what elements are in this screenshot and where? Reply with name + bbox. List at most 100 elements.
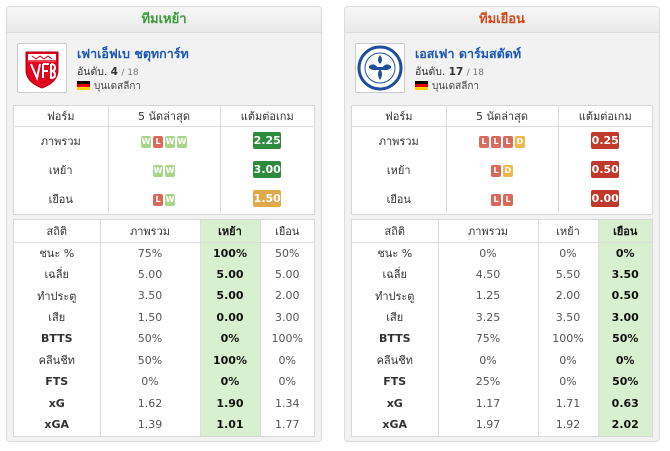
- stats-header: สถิติ: [352, 220, 439, 243]
- stats-row: ทำประตู 1.25 2.00 0.50: [352, 285, 652, 307]
- result-badge[interactable]: L: [503, 135, 513, 148]
- result-badge[interactable]: L: [479, 135, 489, 148]
- rank-total: / 18: [466, 68, 484, 78]
- league-name: บุนเดสลีกา: [94, 81, 141, 92]
- result-badge[interactable]: L: [491, 135, 501, 148]
- ppg-cell: 3.00: [220, 155, 314, 184]
- result-badge[interactable]: L: [153, 135, 163, 148]
- home-stats-table: สถิติ ภาพรวม เหย้า เยือน ชนะ % 75% 100% 50%…: [13, 219, 315, 437]
- ppg-cell: 2.25: [220, 126, 314, 155]
- home-team-league: บุนเดสลีกา: [77, 79, 141, 94]
- stats-row: เสีย 1.50 0.00 3.00: [14, 306, 314, 328]
- stat-home: 5.00: [200, 285, 261, 307]
- form-row-label: เยือน: [352, 184, 447, 213]
- form-header: ฟอร์ม: [14, 106, 109, 127]
- darmstadt-crest-icon[interactable]: [355, 43, 405, 93]
- away-team-league: บุนเดสลีกา: [415, 79, 479, 94]
- ppg-badge: 1.50: [253, 190, 282, 207]
- stat-home: 0.00: [200, 306, 261, 328]
- ppg-cell: 0.50: [558, 155, 652, 184]
- stats-row: FTS 25% 0% 50%: [352, 371, 652, 393]
- form-row: ภาพรวม L L L D 0.25: [352, 126, 652, 155]
- stats-row: ชนะ % 75% 100% 50%: [14, 242, 314, 264]
- form-row-label: เยือน: [14, 184, 109, 213]
- stat-overall: 25%: [438, 371, 539, 393]
- stat-away: 3.00: [275, 310, 300, 324]
- result-badge[interactable]: W: [165, 135, 175, 148]
- form-row: เหย้า W W 3.00: [14, 155, 314, 184]
- result-badge[interactable]: L: [153, 193, 163, 206]
- stat-away: 2.00: [275, 289, 300, 303]
- stat-home: 0%: [538, 242, 599, 264]
- stat-label: FTS: [352, 371, 439, 393]
- form-row: เยือน L L 0.00: [352, 184, 652, 213]
- ppg-badge: 3.00: [253, 161, 282, 178]
- stat-away: 0.50: [598, 285, 652, 307]
- home-form-table: ฟอร์ม 5 นัดล่าสุด แต้มต่อเกม ภาพรวม W L W W 2…: [13, 105, 315, 215]
- germany-flag-icon: [415, 81, 428, 90]
- stat-label: คลีนชีท: [352, 349, 439, 371]
- stat-home: 5.00: [200, 263, 261, 285]
- home-header: เหย้า: [200, 220, 261, 243]
- stat-overall: 0%: [100, 371, 201, 393]
- form-header: ฟอร์ม: [352, 106, 447, 127]
- result-badge[interactable]: L: [491, 193, 501, 206]
- stat-label: BTTS: [14, 328, 101, 350]
- stat-overall: 50%: [100, 349, 201, 371]
- away-form-table: ฟอร์ม 5 นัดล่าสุด แต้มต่อเกม ภาพรวม L L L D 0…: [351, 105, 653, 215]
- home-team-panel: ทีมเหย้า เฟาเอ็ฟเบ ชตุทการ์ท อันดับ. 4 /…: [6, 6, 322, 442]
- vfb-stuttgart-crest-icon[interactable]: [17, 43, 67, 93]
- last5-header: 5 นัดล่าสุด: [108, 106, 221, 127]
- result-badge[interactable]: W: [165, 193, 175, 206]
- result-badge[interactable]: L: [503, 193, 513, 206]
- stat-away: 0%: [598, 242, 652, 264]
- stat-away: 50%: [275, 246, 300, 260]
- stat-label: ชนะ %: [352, 242, 439, 264]
- away-team-name[interactable]: เอสเฟา ดาร์มสตัดท์: [415, 46, 522, 61]
- result-badge[interactable]: W: [153, 164, 163, 177]
- stat-overall: 3.25: [438, 306, 539, 328]
- form-row-label: ภาพรวม: [14, 126, 109, 155]
- result-badge[interactable]: D: [503, 164, 513, 177]
- result-badge[interactable]: L: [491, 164, 501, 177]
- ppg-badge: 0.00: [591, 190, 620, 207]
- stat-overall: 0%: [438, 349, 539, 371]
- stat-overall: 50%: [100, 328, 201, 350]
- result-badge[interactable]: W: [177, 135, 187, 148]
- rank-value: 17: [448, 66, 464, 78]
- result-badge[interactable]: D: [515, 135, 525, 148]
- result-badge[interactable]: W: [165, 164, 175, 177]
- away-stats-table: สถิติ ภาพรวม เหย้า เยือน ชนะ % 0% 0% 0% เฉลี…: [351, 219, 653, 437]
- stats-row: คลีนชีท 50% 100% 0%: [14, 349, 314, 371]
- stat-home: 0%: [538, 371, 599, 393]
- stat-away: 100%: [271, 332, 303, 346]
- stat-home: 100%: [538, 328, 599, 350]
- ppg-badge: 0.25: [591, 132, 620, 150]
- home-header: เหย้า: [538, 220, 599, 243]
- ppg-cell: 1.50: [220, 184, 314, 213]
- stat-overall: 5.00: [100, 263, 201, 285]
- home-team-info: เฟาเอ็ฟเบ ชตุทการ์ท อันดับ. 4 / 18 บุนเด…: [13, 41, 315, 101]
- away-team-panel: ทีมเยือน เอสเฟา ดาร์มสตัดท์ อันดับ. 17 /…: [344, 6, 660, 442]
- stat-away: 3.00: [598, 306, 652, 328]
- stat-away: 50%: [598, 328, 652, 350]
- home-team-name[interactable]: เฟาเอ็ฟเบ ชตุทการ์ท: [77, 46, 189, 61]
- result-badge[interactable]: W: [141, 135, 151, 148]
- stat-label: เฉลี่ย: [14, 263, 101, 285]
- form-row: ภาพรวม W L W W 2.25: [14, 126, 314, 155]
- stats-row: xG 1.62 1.90 1.34: [14, 392, 314, 414]
- away-team-rank: อันดับ. 17 / 18: [415, 63, 484, 80]
- stat-label: xGA: [352, 414, 439, 436]
- stats-row: เฉลี่ย 5.00 5.00 5.00: [14, 263, 314, 285]
- stat-label: คลีนชีท: [14, 349, 101, 371]
- stat-home: 1.01: [200, 414, 261, 436]
- stat-home: 100%: [200, 349, 261, 371]
- stat-label: ทำประตู: [14, 285, 101, 307]
- stat-overall: 1.17: [438, 392, 539, 414]
- stats-row: BTTS 50% 0% 100%: [14, 328, 314, 350]
- form-row-label: ภาพรวม: [352, 126, 447, 155]
- ppg-header: แต้มต่อเกม: [220, 106, 314, 127]
